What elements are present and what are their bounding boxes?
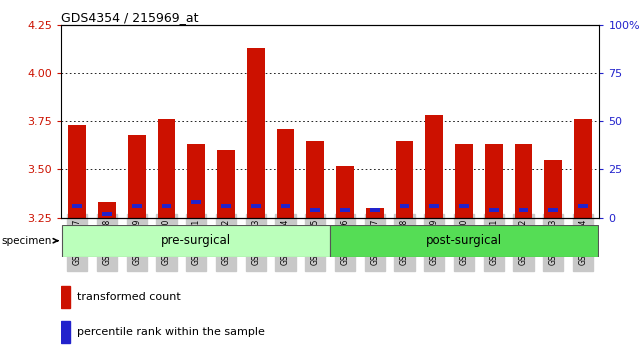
Bar xyxy=(72,204,82,208)
Bar xyxy=(251,204,261,208)
Text: post-surgical: post-surgical xyxy=(426,234,502,247)
Bar xyxy=(578,204,588,208)
Bar xyxy=(98,202,116,218)
Bar xyxy=(429,204,439,208)
Bar xyxy=(128,135,146,218)
Bar xyxy=(61,286,70,308)
Bar xyxy=(399,204,410,208)
Bar xyxy=(69,125,86,218)
Bar xyxy=(519,208,528,212)
Bar xyxy=(370,208,379,212)
Bar xyxy=(426,115,443,218)
Bar xyxy=(221,204,231,208)
Bar xyxy=(455,144,473,218)
Bar xyxy=(217,150,235,218)
Bar xyxy=(340,208,350,212)
Bar xyxy=(574,119,592,218)
Bar xyxy=(489,208,499,212)
Text: transformed count: transformed count xyxy=(77,292,181,302)
Bar xyxy=(336,166,354,218)
Bar xyxy=(247,48,265,218)
Bar xyxy=(162,204,171,208)
Bar xyxy=(192,200,201,204)
Bar xyxy=(515,144,533,218)
Bar xyxy=(548,208,558,212)
Bar xyxy=(132,204,142,208)
Bar xyxy=(310,208,320,212)
Bar xyxy=(330,225,598,257)
Bar xyxy=(366,208,384,218)
Text: percentile rank within the sample: percentile rank within the sample xyxy=(77,327,265,337)
Bar xyxy=(544,160,562,218)
Bar xyxy=(61,321,70,343)
Bar xyxy=(459,204,469,208)
Text: GDS4354 / 215969_at: GDS4354 / 215969_at xyxy=(61,11,199,24)
Bar xyxy=(281,204,290,208)
Bar xyxy=(485,144,503,218)
Bar xyxy=(62,225,330,257)
Bar xyxy=(276,129,294,218)
Bar xyxy=(187,144,205,218)
Text: specimen: specimen xyxy=(1,236,58,246)
Bar xyxy=(306,141,324,218)
Bar xyxy=(395,141,413,218)
Bar xyxy=(158,119,176,218)
Bar xyxy=(102,212,112,216)
Text: pre-surgical: pre-surgical xyxy=(161,234,231,247)
